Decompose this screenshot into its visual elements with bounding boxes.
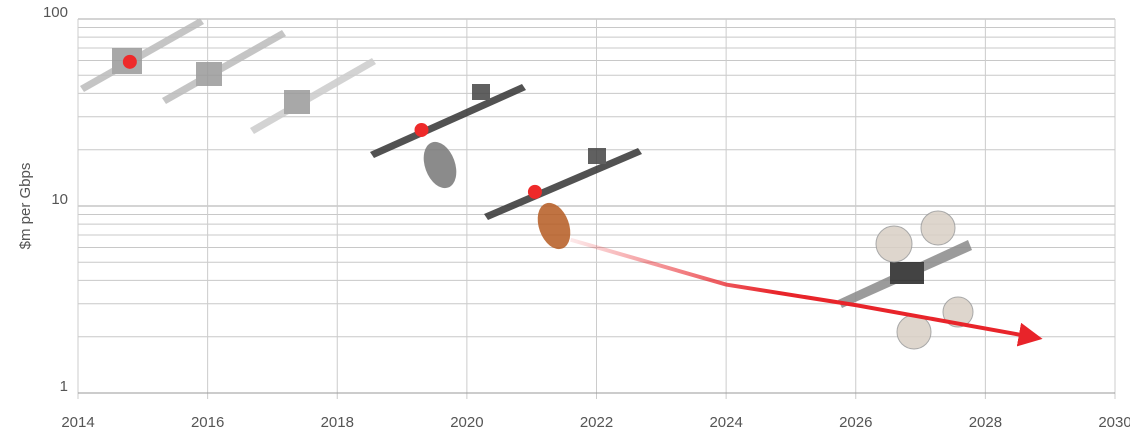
y-tick-label: 100 <box>43 4 68 21</box>
x-tick-label: 2026 <box>839 414 872 431</box>
x-tick-label: 2022 <box>580 414 613 431</box>
trend-arrow <box>570 237 1043 347</box>
x-tick-label: 2030 <box>1098 414 1130 431</box>
x-tick-label: 2028 <box>969 414 1002 431</box>
data-point <box>527 184 542 199</box>
y-tick-label: 1 <box>60 378 68 395</box>
y-tick-label: 10 <box>51 191 68 208</box>
x-tick-label: 2020 <box>450 414 483 431</box>
x-tick-label: 2014 <box>61 414 94 431</box>
satellite-icons <box>80 18 974 350</box>
x-tick-label: 2016 <box>191 414 224 431</box>
grid <box>77 18 1116 399</box>
y-axis-label: $m per Gbps <box>17 163 34 250</box>
x-tick-label: 2018 <box>321 414 354 431</box>
data-point <box>414 122 429 137</box>
x-tick-label: 2024 <box>709 414 742 431</box>
data-point <box>122 54 137 69</box>
